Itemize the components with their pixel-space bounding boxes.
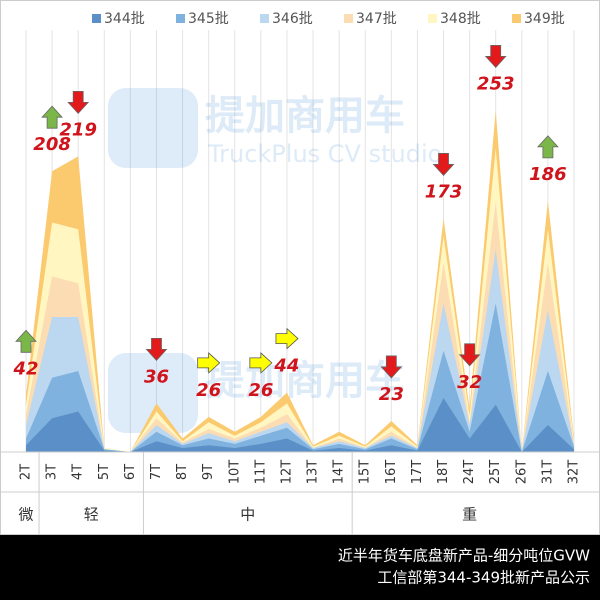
x-tick-label: 25T: [488, 460, 503, 485]
trend-arrow: [41, 105, 63, 129]
value-label: 44: [273, 356, 299, 377]
x-tick-label: 12T: [279, 460, 294, 485]
x-tick-label: 9T: [201, 464, 216, 480]
trend-arrow: [197, 351, 221, 374]
legend-label: 344批: [104, 11, 145, 27]
trend-arrow: [432, 153, 455, 177]
legend-swatch: [344, 14, 353, 23]
x-tick-label: 4T: [71, 464, 86, 480]
value-label: 219: [59, 119, 97, 140]
x-tick-label: 8T: [175, 464, 190, 480]
legend-label: 346批: [272, 11, 313, 27]
x-tick-label: 5T: [97, 464, 112, 480]
x-tick-label: 32T: [567, 460, 582, 485]
x-tick-label: 18T: [436, 460, 451, 485]
value-label: 23: [379, 384, 404, 405]
value-label: 253: [477, 73, 515, 94]
trend-arrow: [275, 327, 299, 350]
legend-label: 349批: [524, 11, 565, 27]
footer-line: 近半年货车底盘新产品-细分吨位GVW: [338, 547, 590, 565]
x-tick-label: 14T: [332, 460, 347, 485]
x-tick-label: 3T: [45, 464, 60, 480]
legend-swatch: [428, 14, 437, 23]
group-label: 轻: [84, 506, 99, 524]
x-tick-label: 17T: [410, 460, 425, 485]
x-tick-label: 13T: [306, 460, 321, 485]
x-tick-label: 31T: [540, 460, 555, 485]
x-tick-label: 16T: [384, 460, 399, 485]
legend-swatch: [512, 14, 521, 23]
trend-arrow: [67, 90, 90, 114]
trend-arrow: [537, 135, 559, 159]
trend-arrow: [458, 343, 481, 367]
watermark-logo: [108, 88, 198, 433]
legend-label: 348批: [440, 11, 481, 27]
group-label: 中: [240, 506, 255, 524]
legend-swatch: [92, 14, 101, 23]
value-label: 26: [248, 380, 273, 401]
x-tick-label: 2T: [19, 464, 34, 480]
x-tick-label: 26T: [514, 460, 529, 485]
x-tick-label: 11T: [253, 460, 268, 485]
x-tick-label: 6T: [123, 464, 138, 480]
x-tick-label: 10T: [227, 460, 242, 485]
group-label: 重: [462, 506, 477, 524]
area: [26, 398, 574, 452]
legend-swatch: [260, 14, 269, 23]
legend-label: 347批: [356, 11, 397, 27]
value-label: 208: [33, 134, 71, 155]
watermark-brand: 提加商用车: [205, 93, 405, 139]
value-label: 32: [457, 372, 482, 393]
x-tick-label: 24T: [462, 460, 477, 485]
watermark-sub: TruckPlus CV studio: [207, 140, 442, 168]
footer-line: 工信部第344-349批新产品公示: [377, 569, 590, 587]
trend-arrow: [145, 337, 168, 361]
value-label: 186: [529, 164, 567, 185]
footer-band: [0, 535, 600, 600]
value-label: 42: [12, 358, 38, 379]
trend-arrow: [249, 351, 273, 374]
value-label: 26: [196, 380, 221, 401]
trend-arrow: [380, 355, 403, 379]
watermark-brand: 提加商用车: [205, 358, 405, 404]
trend-arrow: [15, 329, 37, 353]
value-label: 173: [425, 181, 463, 202]
x-tick-label: 7T: [149, 464, 164, 480]
legend-label: 345批: [188, 11, 229, 27]
group-label: 微: [18, 506, 33, 524]
value-label: 36: [144, 366, 169, 387]
trend-arrow: [484, 45, 507, 69]
legend-swatch: [176, 14, 185, 23]
x-tick-label: 15T: [358, 460, 373, 485]
